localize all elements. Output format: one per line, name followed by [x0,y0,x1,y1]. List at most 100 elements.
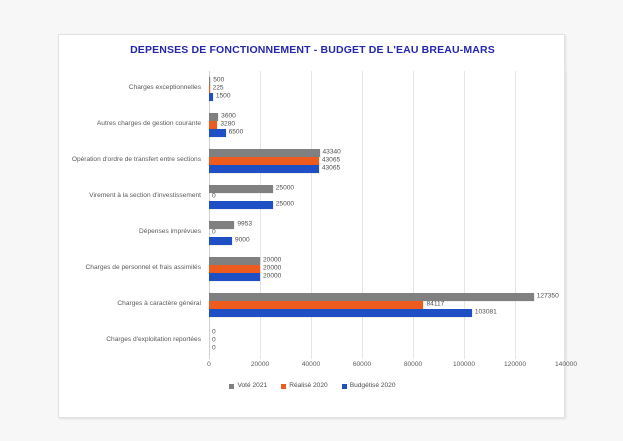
x-tick-label: 80000 [403,361,423,368]
bar[interactable] [209,301,424,309]
bar-value-label: 3280 [220,120,236,128]
bar-group: 25000 0 25000 [209,179,566,215]
bar-row: 0 [209,229,566,237]
bar-value-label: 500 [213,76,225,84]
legend-label: Réalisé 2020 [289,382,328,389]
chart-card: DEPENSES DE FONCTIONNEMENT - BUDGET DE L… [58,34,577,418]
bar-value-label: 127350 [536,292,559,300]
bar-row: 0 [209,193,566,201]
bar-value-label: 25000 [275,200,295,208]
bar-value-label: 0 [212,328,216,336]
legend-item[interactable]: Budgétisé 2020 [341,382,396,390]
gridline [311,71,312,359]
bar-row: 20000 [209,265,566,273]
bar-value-label: 3600 [221,112,236,120]
chart-legend: Voté 2021 Réalisé 2020 Budgétisé 2020 [59,382,566,390]
bar-value-label: 9000 [234,236,250,244]
bar-group: 20000 20000 20000 [209,251,566,287]
bar-value-label: 20000 [263,264,282,272]
bar-value-label: 103081 [474,308,497,316]
bar[interactable] [209,93,213,101]
x-axis-tick-labels: 0 20000 40000 60000 80000 100000 120000 140000 [207,361,577,375]
gridline [209,71,210,359]
bar-row: 43065 [209,165,566,173]
x-tick-label: 20000 [250,361,270,368]
bar-value-label: 0 [212,228,216,236]
bar-value-label: 225 [212,84,224,92]
bar[interactable] [209,293,534,301]
category-label: Dépenses imprévues [139,228,201,235]
category-label: Charges de personnel et frais assimilés [85,264,201,271]
bar[interactable] [209,113,219,121]
bar-value-label: 1500 [215,92,231,100]
bar[interactable] [209,309,472,317]
bar-row: 3280 [209,121,566,129]
bar-value-label: 20000 [263,256,282,264]
x-tick-label: 120000 [503,361,527,368]
legend-item[interactable]: Réalisé 2020 [281,382,328,390]
x-tick-label: 100000 [452,361,476,368]
bar-row: 9953 [209,221,566,229]
bar[interactable] [209,129,226,137]
bar-row: 0 [209,337,566,345]
bar-value-label: 0 [212,336,216,344]
bar[interactable] [209,149,320,157]
bar-row: 0 [209,345,566,353]
bar[interactable] [209,265,260,273]
bar-value-label: 9953 [237,220,253,228]
bar-group: 3600 3280 6500 [209,107,566,143]
bar[interactable] [209,165,319,173]
category-label: Virement à la section d'investissement [89,192,201,199]
legend-swatch [229,383,235,389]
bar-group: 127350 84117 103081 [209,287,566,323]
category-label: Autres charges de gestion courante [96,120,201,127]
category-axis-labels: Charges exceptionnelles Autres charges de… [59,71,205,359]
bar-row: 25000 [209,185,566,193]
bar-value-label: 25000 [275,184,295,192]
gridline [515,71,516,359]
legend-item[interactable]: Voté 2021 [229,382,268,390]
bar-value-label: 43065 [321,164,341,172]
bar[interactable] [209,221,235,229]
bar-value-label: 43065 [321,156,341,164]
bar-row: 1500 [209,93,566,101]
bar-row: 500 [209,77,566,85]
bar-value-label: 6500 [228,128,244,136]
bar-row: 6500 [209,129,566,137]
bar[interactable] [209,77,211,85]
gridline [362,71,363,359]
bar[interactable] [209,185,273,193]
gridline [566,71,567,359]
bar[interactable] [209,257,260,265]
bar-value-label: 20000 [263,272,282,280]
bar-group: 500 225 1500 [209,71,566,107]
chart-title: DEPENSES DE FONCTIONNEMENT - BUDGET DE L… [130,44,495,56]
bar-row: 43340 [209,149,566,157]
bar[interactable] [209,273,260,281]
bar-row: 127350 [209,293,566,301]
bar[interactable] [209,237,232,245]
bar-value-label: 84117 [426,300,445,308]
bar-group: 43340 43065 43065 [209,143,566,179]
bar-row: 0 [209,329,566,337]
legend-label: Budgétisé 2020 [349,382,396,389]
gridline [260,71,261,359]
bar-value-label: 0 [212,344,216,352]
bar-row: 43065 [209,157,566,165]
bar[interactable] [209,157,319,165]
bar[interactable] [209,121,218,129]
bar[interactable] [209,201,273,209]
bar-row: 103081 [209,309,566,317]
x-tick-label: 0 [207,361,211,368]
bar-value-label: 43340 [322,148,341,156]
gridline [413,71,414,359]
bar-group: 9953 0 9000 [209,215,566,251]
category-label: Opération d'ordre de transfert entre sec… [71,156,201,163]
legend-swatch [341,383,347,389]
legend-swatch [281,383,287,389]
legend-label: Voté 2021 [237,382,268,389]
bar[interactable] [209,85,210,93]
x-tick-label: 140000 [554,361,578,368]
category-label: Charges d'exploitation reportées [106,336,201,343]
